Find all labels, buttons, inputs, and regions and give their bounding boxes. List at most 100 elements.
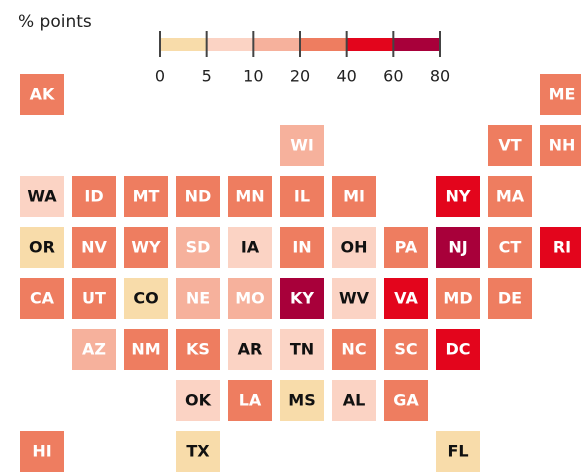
state-label: FL <box>447 442 468 461</box>
state-label: ME <box>549 85 576 104</box>
state-label: DC <box>445 340 470 359</box>
state-label: MT <box>133 187 160 206</box>
state-label: MI <box>343 187 365 206</box>
state-tile <box>228 329 272 370</box>
state-tile <box>280 380 324 421</box>
state-tile <box>436 278 480 319</box>
state-tile <box>20 74 64 115</box>
state-label: ID <box>84 187 103 206</box>
state-tile <box>228 176 272 217</box>
state-label: WY <box>131 238 161 257</box>
state-label: IN <box>292 238 311 257</box>
state-label: VT <box>498 136 521 155</box>
state-label: NE <box>186 289 210 308</box>
state-tile <box>280 329 324 370</box>
state-label: UT <box>82 289 106 308</box>
legend-title: % points <box>18 12 92 32</box>
state-tile <box>124 278 168 319</box>
state-tile <box>384 227 428 268</box>
state-tile <box>436 176 480 217</box>
state-label: CT <box>499 238 522 257</box>
state-tile <box>384 278 428 319</box>
state-tile <box>436 227 480 268</box>
state-label: WV <box>339 289 370 308</box>
state-label: HI <box>32 442 51 461</box>
legend-bin <box>206 38 254 51</box>
state-label: AL <box>343 391 366 410</box>
legend-bin <box>393 38 440 51</box>
state-label: IA <box>241 238 260 257</box>
state-tile <box>488 176 532 217</box>
state-tile <box>540 227 581 268</box>
state-label: GA <box>393 391 419 410</box>
state-tile <box>228 227 272 268</box>
state-tile <box>124 329 168 370</box>
state-tile <box>384 380 428 421</box>
state-tile <box>332 176 376 217</box>
tick-label: 60 <box>383 67 403 86</box>
state-label: TN <box>290 340 314 359</box>
state-label: MA <box>496 187 525 206</box>
state-tile <box>540 125 581 166</box>
state-tile <box>176 176 220 217</box>
state-label: AR <box>238 340 263 359</box>
state-tile <box>176 278 220 319</box>
state-tile <box>436 431 480 472</box>
tick-label: 20 <box>290 67 310 86</box>
state-tile <box>332 227 376 268</box>
state-label: NJ <box>448 238 467 257</box>
state-tile <box>332 380 376 421</box>
state-tile <box>332 329 376 370</box>
state-label: NY <box>446 187 471 206</box>
state-label: SD <box>186 238 211 257</box>
tick-label: 0 <box>155 67 165 86</box>
legend-bin <box>253 38 300 51</box>
state-tile <box>488 227 532 268</box>
legend-bin <box>346 38 394 51</box>
tick-label: 80 <box>430 67 450 86</box>
state-tile <box>332 278 376 319</box>
state-label: MO <box>235 289 265 308</box>
state-tile <box>176 329 220 370</box>
state-tile <box>488 125 532 166</box>
state-label: OH <box>341 238 368 257</box>
state-tile <box>280 278 324 319</box>
state-tile <box>176 431 220 472</box>
state-tile <box>280 125 324 166</box>
state-tile <box>124 176 168 217</box>
state-label: NV <box>81 238 107 257</box>
state-label: ND <box>185 187 212 206</box>
state-tile <box>20 176 64 217</box>
state-label: MS <box>288 391 315 410</box>
state-label: OK <box>185 391 212 410</box>
state-tile <box>124 227 168 268</box>
state-tile <box>436 329 480 370</box>
state-label: RI <box>553 238 571 257</box>
state-label: NC <box>341 340 366 359</box>
state-tile <box>72 176 116 217</box>
state-tile <box>280 176 324 217</box>
state-label: IL <box>294 187 310 206</box>
state-label: KS <box>186 340 210 359</box>
state-tile <box>20 278 64 319</box>
legend-bin <box>300 38 347 51</box>
state-label: DE <box>498 289 522 308</box>
state-label: KY <box>290 289 314 308</box>
state-tile <box>488 278 532 319</box>
tick-label: 10 <box>243 67 263 86</box>
state-tile <box>20 431 64 472</box>
state-tile <box>72 227 116 268</box>
state-tile <box>280 227 324 268</box>
state-label: CA <box>30 289 55 308</box>
state-label: MN <box>235 187 264 206</box>
state-label: WI <box>290 136 314 155</box>
state-label: CO <box>133 289 158 308</box>
state-label: AZ <box>82 340 106 359</box>
state-tile <box>228 380 272 421</box>
tick-label: 40 <box>336 67 356 86</box>
legend-bin <box>160 38 207 51</box>
tick-label: 5 <box>202 67 212 86</box>
state-tile <box>176 227 220 268</box>
state-label: PA <box>395 238 418 257</box>
